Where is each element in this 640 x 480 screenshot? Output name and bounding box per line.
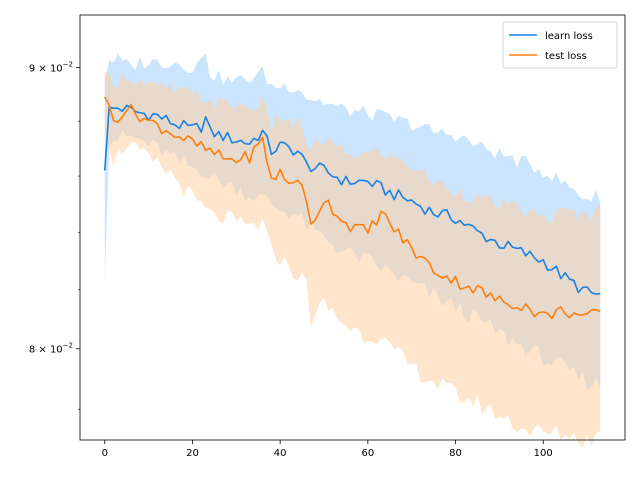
x-tick-label: 100 bbox=[534, 448, 553, 459]
y-tick-exponent: −2 bbox=[63, 60, 73, 68]
y-tick-label: 8 × 10−2 bbox=[29, 342, 73, 356]
x-tick-label: 80 bbox=[449, 448, 462, 459]
legend: learn loss test loss bbox=[502, 21, 618, 69]
x-axis: 0 20 40 60 80 100 bbox=[102, 440, 553, 459]
x-tick-label: 60 bbox=[361, 448, 374, 459]
y-tick-mantissa: 9 × 10 bbox=[29, 63, 63, 74]
x-tick-label: 0 bbox=[102, 448, 108, 459]
y-tick-mantissa: 8 × 10 bbox=[29, 345, 63, 356]
series-lines bbox=[103, 96, 601, 320]
legend-box bbox=[502, 21, 618, 69]
line-test-loss bbox=[104, 96, 601, 320]
x-tick-label: 20 bbox=[186, 448, 199, 459]
band-test-loss bbox=[104, 72, 601, 447]
legend-label: learn loss bbox=[545, 31, 593, 42]
y-axis: 8 × 10−29 × 10−2 bbox=[29, 60, 80, 410]
line-learn-loss bbox=[103, 104, 601, 295]
legend-label: test loss bbox=[545, 51, 587, 62]
y-tick-label: 9 × 10−2 bbox=[29, 60, 73, 74]
confidence-bands bbox=[104, 53, 601, 447]
y-tick-exponent: −2 bbox=[63, 342, 73, 350]
x-tick-label: 40 bbox=[274, 448, 287, 459]
plot-frame bbox=[79, 14, 626, 441]
